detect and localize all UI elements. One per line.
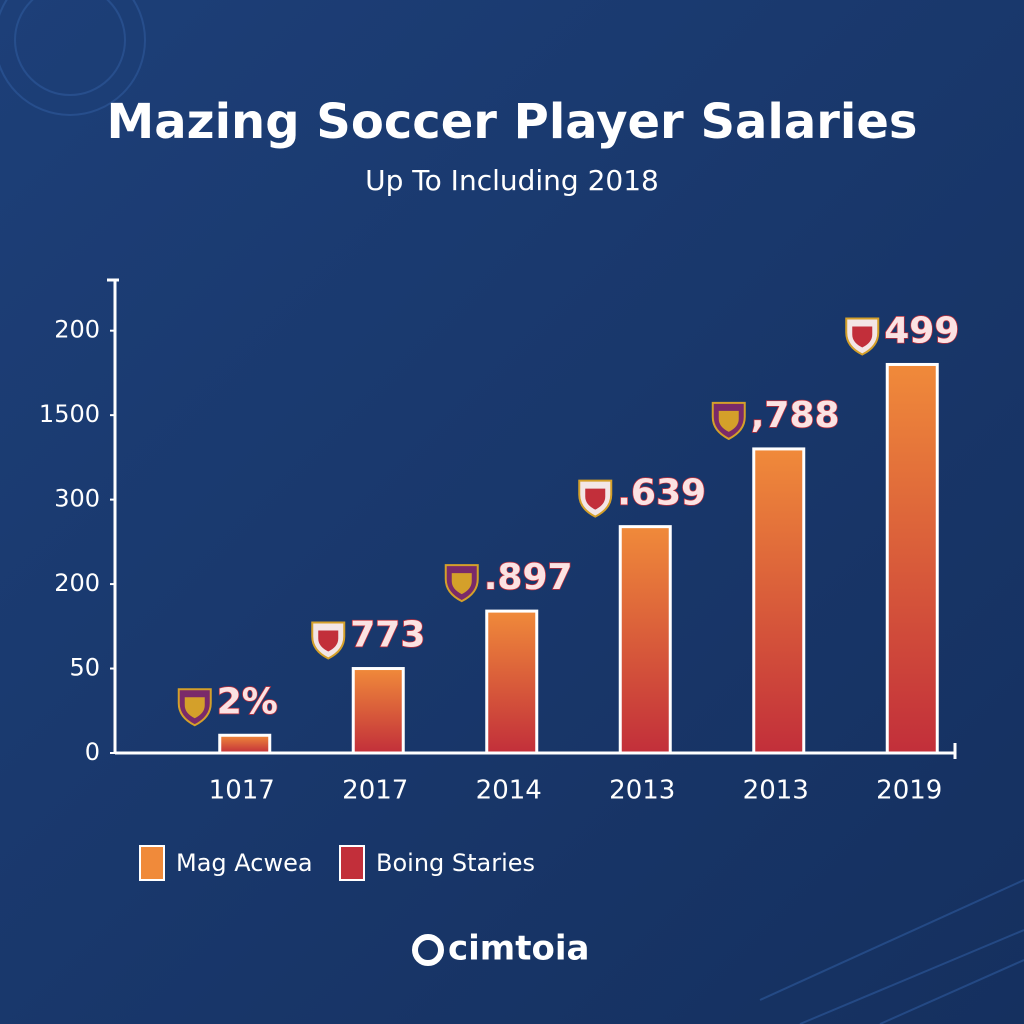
x-tick-label: 2013 — [743, 776, 809, 806]
x-tick-label: 2019 — [876, 776, 942, 806]
badge-detail — [318, 630, 339, 652]
chart-title: Mazing Soccer Player Salaries — [106, 94, 917, 150]
footer-text: cimtoia — [448, 929, 589, 969]
club-badge — [177, 688, 212, 727]
club-badge — [578, 479, 613, 518]
club-badge — [711, 401, 746, 441]
badge-detail — [585, 488, 606, 510]
club-badge — [311, 621, 346, 660]
club-badge — [444, 564, 479, 603]
chart-subtitle: Up To Including 2018 — [365, 164, 659, 197]
legend-label: Mag Acwea — [176, 849, 313, 877]
legend-swatch — [139, 845, 165, 881]
bar — [618, 525, 672, 755]
bar-annotation: 2% — [217, 681, 278, 722]
x-tick-label: 2013 — [609, 776, 675, 806]
bar — [485, 609, 539, 755]
badge-detail — [184, 697, 205, 719]
bar-annotation: .639 — [617, 473, 706, 514]
bar-annotation: 499 — [884, 310, 959, 351]
y-tick-label: 50 — [69, 654, 100, 682]
bar-annotation: 773 — [350, 615, 425, 656]
bar — [752, 447, 806, 755]
club-badge — [845, 317, 880, 356]
bar — [885, 362, 939, 755]
badge-detail — [718, 410, 739, 432]
bar — [351, 667, 405, 755]
bar-annotation: .897 — [484, 557, 573, 598]
y-tick-label: 200 — [54, 569, 100, 597]
y-tick-label: 0 — [85, 738, 100, 766]
y-tick-label: 300 — [54, 485, 100, 513]
badge-detail — [852, 326, 873, 348]
legend-label: Boing Staries — [376, 849, 535, 877]
legend-swatch — [339, 845, 365, 881]
logo-icon — [412, 934, 444, 966]
y-tick-label: 200 — [54, 316, 100, 344]
footer-logo: cimtoia — [412, 929, 589, 969]
x-tick-label: 2017 — [342, 776, 408, 806]
badge-detail — [451, 573, 472, 595]
x-tick-label: 1017 — [209, 776, 275, 806]
x-tick-label: 2014 — [476, 776, 542, 806]
bar-annotation: ,788 — [751, 395, 840, 436]
y-tick-label: 1500 — [39, 400, 100, 428]
bar — [218, 733, 272, 755]
